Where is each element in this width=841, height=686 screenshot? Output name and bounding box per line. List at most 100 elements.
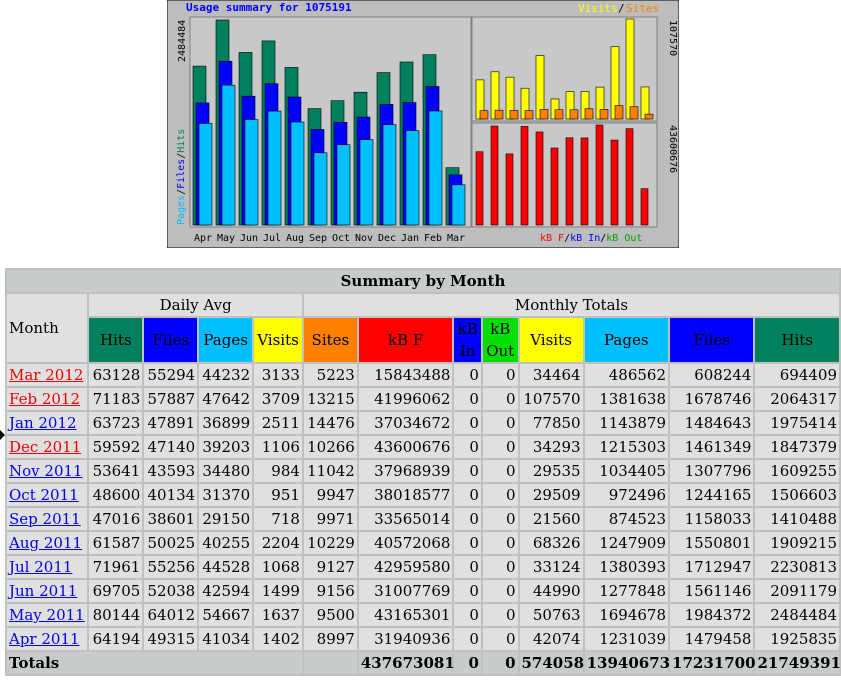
pages-bar	[221, 84, 236, 226]
month-link[interactable]: Sep 2011	[9, 510, 81, 528]
month-cell: Feb 2012	[7, 388, 88, 410]
value-cell: 34480	[199, 460, 253, 482]
totals-value: 437673081	[358, 652, 455, 674]
table-row: Feb 2012 71183 57887 47642 3709 13215 41996062…	[7, 388, 839, 410]
value-cell: 0	[454, 460, 481, 482]
value-cell: 37968939	[358, 460, 453, 482]
pages-bar	[313, 152, 328, 226]
value-cell: 31940936	[358, 628, 453, 650]
totals-blank	[303, 652, 357, 674]
value-cell: 8997	[303, 628, 357, 650]
month-link[interactable]: Jan 2012	[9, 414, 77, 432]
value-cell: 1506603	[755, 484, 839, 506]
col-pages: Pages	[584, 318, 669, 362]
value-cell: 63128	[89, 364, 143, 386]
col-daily-visits: Visits	[254, 318, 302, 362]
value-cell: 34464	[519, 364, 583, 386]
value-cell: 42074	[519, 628, 583, 650]
month-labels: Apr May Jun Jul Aug Sep Oct Nov Dec Jan Feb Mar	[194, 233, 465, 244]
summary-by-month: Summary by Month Month Daily Avg Monthly…	[5, 268, 841, 676]
month-link[interactable]: Jul 2011	[9, 558, 73, 576]
sites-bar	[554, 109, 564, 120]
sites-bar	[509, 110, 519, 120]
value-cell: 1143879	[584, 412, 669, 434]
legend-sep: /	[618, 2, 625, 15]
col-kbout: kB Out	[482, 318, 518, 362]
month-link[interactable]: Mar 2012	[9, 366, 84, 384]
month-cell: Apr 2011	[7, 628, 88, 650]
value-cell: 0	[454, 508, 481, 530]
value-cell: 1909215	[755, 532, 839, 554]
value-cell: 1158033	[670, 508, 754, 530]
daily-avg-header: Daily Avg	[89, 294, 302, 316]
table-row: Sep 2011 47016 38601 29150 718 9971 33565014 0 0…	[7, 508, 839, 530]
month-link[interactable]: Nov 2011	[9, 462, 83, 480]
col-visits: Visits	[519, 318, 583, 362]
value-cell: 1215303	[584, 436, 669, 458]
col-kbf: kB F	[358, 318, 453, 362]
left-legend: Pages/Files/Hits	[176, 129, 187, 225]
left-axis-max: 2484484	[177, 20, 188, 62]
sites-bar	[629, 106, 639, 120]
kbf-bar	[565, 137, 574, 226]
value-cell: 1461349	[670, 436, 754, 458]
sites-bar	[569, 109, 579, 120]
top-legend: Visits / Sites	[578, 2, 659, 15]
value-cell: 9947	[303, 484, 357, 506]
month-link[interactable]: Oct 2011	[9, 486, 79, 504]
value-cell: 40134	[144, 484, 198, 506]
month-link[interactable]: May 2011	[9, 606, 85, 624]
kbf-bar	[505, 153, 514, 226]
pages-bar	[290, 121, 305, 226]
totals-label: Totals	[7, 652, 302, 674]
value-cell: 1034405	[584, 460, 669, 482]
month-link[interactable]: Aug 2011	[9, 534, 83, 552]
value-cell: 5223	[303, 364, 357, 386]
month-link[interactable]: Feb 2012	[9, 390, 81, 408]
month-link[interactable]: Dec 2011	[9, 438, 82, 456]
month-link[interactable]: Jun 2011	[9, 582, 78, 600]
value-cell: 39203	[199, 436, 253, 458]
value-cell: 0	[482, 508, 518, 530]
month-tick-label: Feb	[424, 233, 442, 244]
value-cell: 59592	[89, 436, 143, 458]
value-cell: 44990	[519, 580, 583, 602]
value-cell: 9156	[303, 580, 357, 602]
month-tick-label: Jun	[240, 233, 258, 244]
col-daily-hits: Hits	[89, 318, 143, 362]
col-kbin: kB In	[454, 318, 481, 362]
value-cell: 29535	[519, 460, 583, 482]
value-cell: 2511	[254, 412, 302, 434]
value-cell: 1975414	[755, 412, 839, 434]
value-cell: 1106	[254, 436, 302, 458]
kbf-bar	[490, 125, 499, 226]
value-cell: 1561146	[670, 580, 754, 602]
mouse-cursor-icon	[0, 430, 5, 440]
sites-bar	[614, 105, 624, 120]
month-tick-label: Aug	[286, 233, 304, 244]
month-cell: Jul 2011	[7, 556, 88, 578]
value-cell: 49315	[144, 628, 198, 650]
kbf-bar	[595, 124, 604, 226]
monthly-totals-header: Monthly Totals	[303, 294, 839, 316]
value-cell: 2484484	[755, 604, 839, 626]
pages-bar	[382, 124, 397, 226]
value-cell: 0	[454, 412, 481, 434]
month-tick-label: Jan	[401, 233, 419, 244]
sites-bar	[539, 109, 549, 120]
value-cell: 2064317	[755, 388, 839, 410]
value-cell: 47642	[199, 388, 253, 410]
value-cell: 1484643	[670, 412, 754, 434]
value-cell: 64012	[144, 604, 198, 626]
kbf-bar	[550, 147, 559, 226]
value-cell: 0	[482, 556, 518, 578]
right-bottom-max: 43600676	[667, 125, 678, 173]
value-cell: 1244165	[670, 484, 754, 506]
month-link[interactable]: Apr 2011	[9, 630, 80, 648]
value-cell: 1277848	[584, 580, 669, 602]
value-cell: 41034	[199, 628, 253, 650]
value-cell: 44528	[199, 556, 253, 578]
value-cell: 77850	[519, 412, 583, 434]
month-cell: Jun 2011	[7, 580, 88, 602]
right-top-max: 107570	[667, 20, 678, 56]
